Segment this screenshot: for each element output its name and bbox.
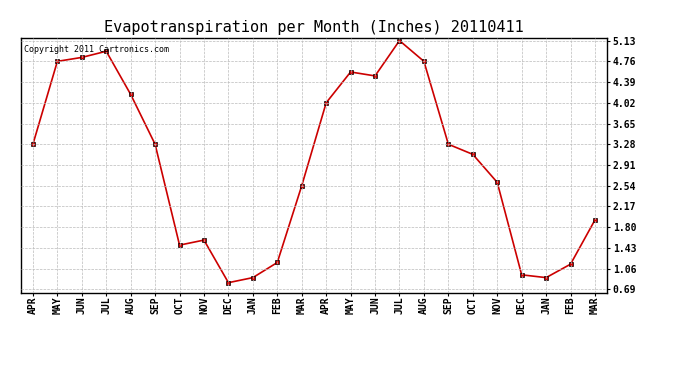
Text: Copyright 2011 Cartronics.com: Copyright 2011 Cartronics.com [23,45,168,54]
Title: Evapotranspiration per Month (Inches) 20110411: Evapotranspiration per Month (Inches) 20… [104,20,524,35]
